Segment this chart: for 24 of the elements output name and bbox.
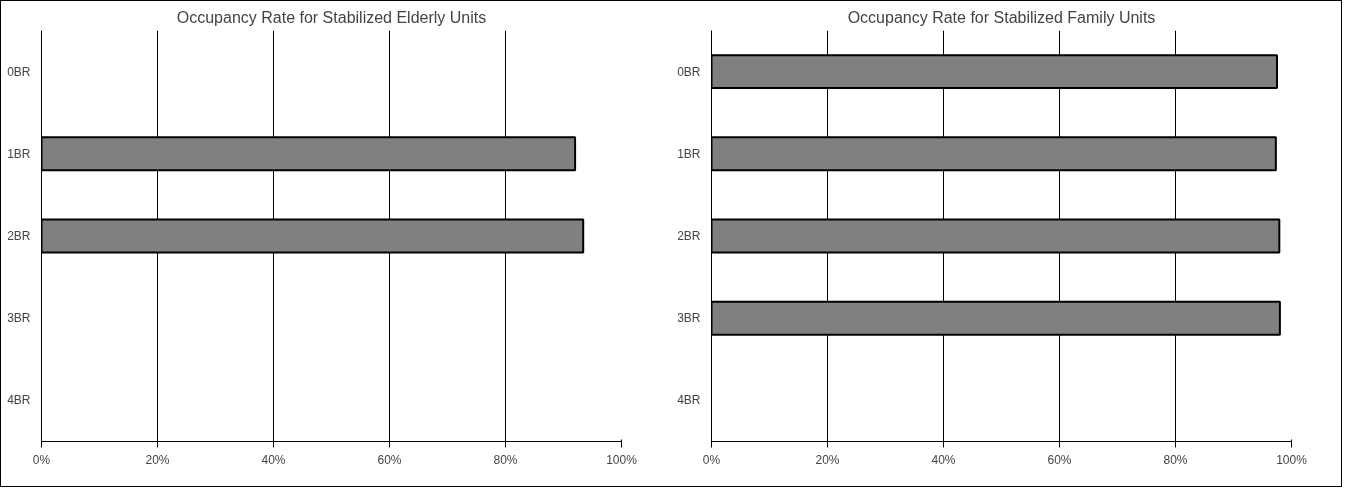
x-tick-label: 20%: [145, 452, 170, 467]
y-tick-label: 2BR: [7, 229, 31, 243]
y-tick-label: 4BR: [7, 393, 31, 408]
x-tick-label: 100%: [1276, 452, 1308, 467]
x-tick-label: 40%: [931, 452, 956, 467]
y-tick-label: 0BR: [7, 64, 31, 79]
x-tick-label: 40%: [261, 452, 286, 467]
x-tick-label: 80%: [493, 452, 518, 467]
x-tick-label: 0%: [702, 452, 721, 467]
y-tick-label: 0BR: [677, 64, 701, 79]
chart-title: Occupancy Rate for Stabilized Family Units: [847, 8, 1156, 26]
x-tick-label: 20%: [815, 452, 840, 467]
y-tick-label: 1BR: [7, 146, 31, 161]
y-tick-label: 4BR: [677, 393, 701, 408]
chart-title: Occupancy Rate for Stabilized Elderly Units: [176, 8, 487, 26]
x-tick-label: 100%: [606, 452, 638, 467]
x-tick-label: 0%: [32, 452, 51, 467]
x-tick-label: 60%: [1047, 452, 1072, 467]
x-tick-label: 80%: [1163, 452, 1188, 467]
y-tick-label: 2BR: [677, 229, 701, 243]
y-tick-label: 3BR: [677, 311, 701, 326]
y-tick-label: 3BR: [7, 311, 31, 326]
y-tick-label: 1BR: [677, 146, 701, 161]
x-tick-label: 60%: [377, 452, 402, 467]
